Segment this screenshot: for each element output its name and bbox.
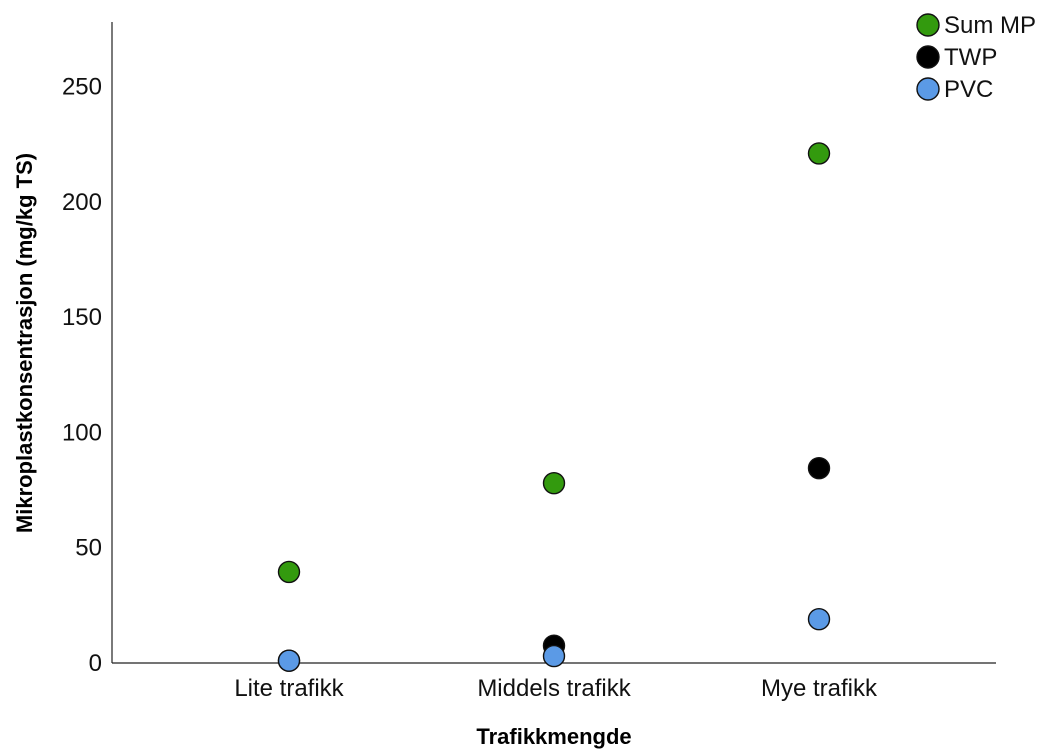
x-axis-title: Trafikkmengde xyxy=(476,724,631,749)
y-axis-title: Mikroplastkonsentrasjon (mg/kg TS) xyxy=(12,153,37,533)
y-tick-label: 0 xyxy=(89,650,102,677)
data-point-pvc xyxy=(807,607,831,631)
legend-label: PVC xyxy=(944,76,993,103)
y-tick-label: 50 xyxy=(75,535,102,562)
y-tick-label: 200 xyxy=(62,189,102,216)
y-tick-labels: 0 50 100 150 200 250 xyxy=(62,74,102,677)
x-tick-label: Middels trafikk xyxy=(477,675,631,702)
x-tick-labels: Lite trafikk Middels trafikk Mye trafikk xyxy=(234,675,878,702)
y-tick-label: 100 xyxy=(62,419,102,446)
legend-marker-twp xyxy=(916,45,940,69)
legend: Sum MP TWP PVC xyxy=(916,12,1036,103)
legend-label: TWP xyxy=(944,44,997,71)
legend-label: Sum MP xyxy=(944,12,1036,39)
data-point-twp xyxy=(807,456,831,480)
data-point-sum-mp xyxy=(807,142,831,165)
x-tick-label: Mye trafikk xyxy=(761,675,878,702)
data-point-pvc xyxy=(277,649,301,672)
data-point-sum-mp xyxy=(277,560,301,584)
x-tick-label: Lite trafikk xyxy=(234,675,344,702)
data-point-sum-mp xyxy=(542,471,566,495)
y-tick-label: 250 xyxy=(62,74,102,101)
legend-marker-pvc xyxy=(916,77,940,101)
data-point-pvc xyxy=(542,644,566,668)
data-points xyxy=(277,142,831,672)
legend-marker-sum-mp xyxy=(916,13,940,37)
y-tick-label: 150 xyxy=(62,304,102,331)
